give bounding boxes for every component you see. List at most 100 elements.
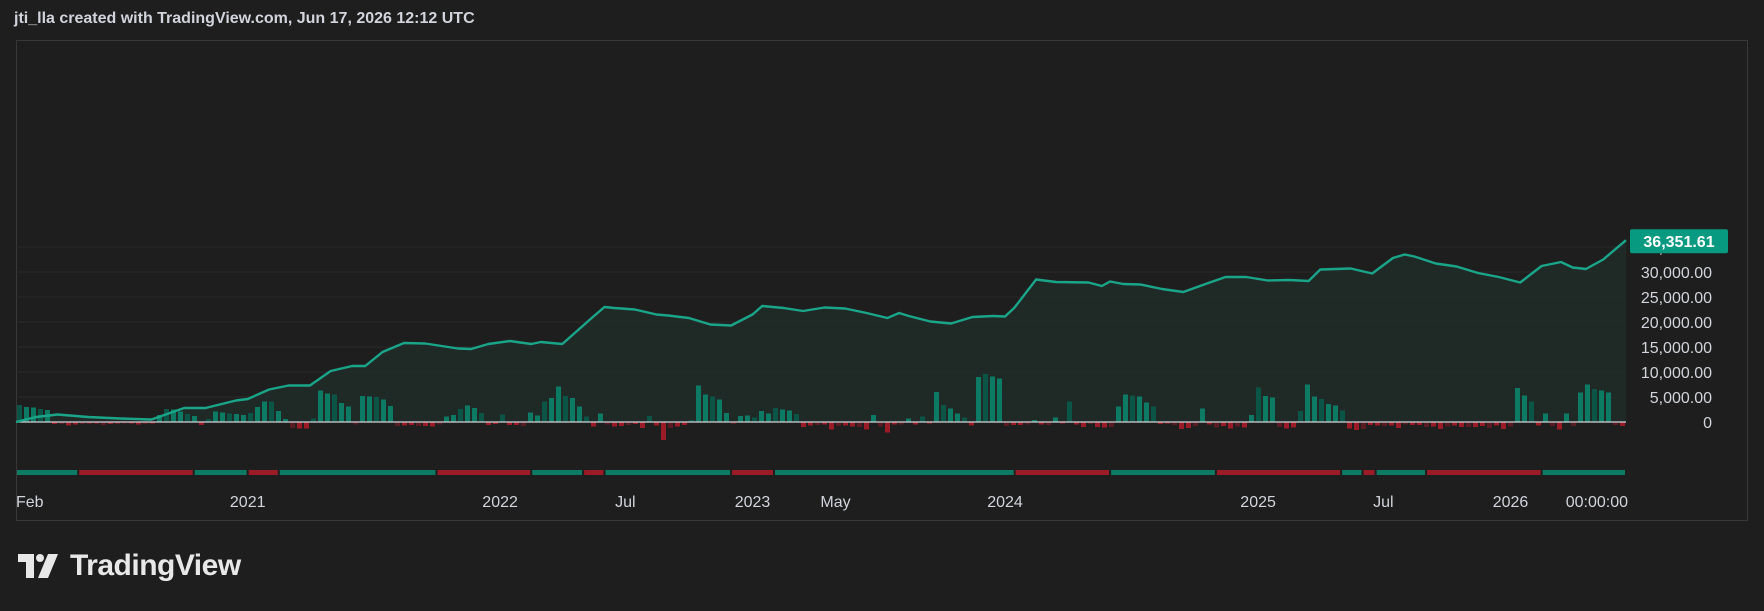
histogram-bar (66, 422, 71, 426)
histogram-bar (983, 374, 988, 422)
histogram-bar (857, 422, 862, 427)
histogram-bar (1081, 422, 1086, 427)
histogram-bar (80, 422, 85, 424)
histogram-bar (1291, 422, 1296, 428)
histogram-bar (1046, 422, 1051, 425)
histogram-bar (1242, 422, 1247, 428)
histogram-bar (661, 422, 666, 440)
histogram-bar (374, 397, 379, 422)
histogram-bar (255, 407, 260, 422)
histogram-bar (941, 405, 946, 422)
histogram-bar (1340, 410, 1345, 422)
histogram-bar (87, 422, 92, 424)
histogram-bar (1368, 422, 1373, 425)
histogram-bar (1459, 422, 1464, 427)
histogram-bar (612, 422, 617, 427)
histogram-bar (647, 416, 652, 422)
x-tick-label: Jul (1373, 494, 1393, 511)
histogram-bar (584, 416, 589, 422)
histogram-bar (199, 422, 204, 425)
histogram-bar (1571, 422, 1576, 426)
histogram-bar (682, 422, 687, 425)
histogram-bar (1354, 422, 1359, 430)
histogram-bar (94, 422, 99, 424)
last-price-label: 36,351.61 (1643, 234, 1714, 251)
x-tick-label: 2025 (1240, 494, 1276, 511)
histogram-bar (1200, 408, 1205, 422)
histogram-bar (1382, 422, 1387, 426)
regime-segment (1015, 470, 1109, 475)
histogram-bar (766, 413, 771, 422)
histogram-bar (318, 390, 323, 422)
regime-segment (584, 470, 604, 475)
histogram-bar (871, 415, 876, 422)
histogram-bar (1305, 384, 1310, 422)
regime-segment (279, 470, 436, 475)
regime-segment (1376, 470, 1426, 475)
histogram-bar (542, 401, 547, 422)
histogram-bar (752, 417, 757, 422)
histogram-bar (1389, 422, 1394, 426)
histogram-bar (1102, 422, 1107, 428)
histogram-bar (1361, 422, 1366, 429)
histogram-bar (458, 409, 463, 422)
histogram-bar (948, 408, 953, 422)
histogram-bar (465, 405, 470, 422)
histogram-bar (192, 416, 197, 422)
histogram-bar (1473, 422, 1478, 427)
histogram-bar (486, 422, 491, 425)
histogram-bar (514, 422, 519, 425)
histogram-bar (1144, 402, 1149, 422)
y-tick-label: 25,000.00 (1641, 290, 1712, 307)
histogram-bar (1053, 417, 1058, 422)
tradingview-wordmark: TradingView (70, 549, 241, 582)
histogram-bar (24, 407, 29, 422)
histogram-bar (1606, 392, 1611, 422)
histogram-bar (528, 412, 533, 422)
histogram-bar (1466, 422, 1471, 427)
histogram-bar (1123, 394, 1128, 422)
histogram-bar (1550, 422, 1555, 426)
histogram-bar (570, 398, 575, 422)
histogram-bar (955, 413, 960, 422)
histogram-bar (759, 411, 764, 422)
histogram-bar (1557, 422, 1562, 430)
y-tick-label: 30,000.00 (1641, 265, 1712, 282)
histogram-bar (934, 392, 939, 422)
histogram-bar (479, 413, 484, 422)
histogram-bar (1172, 422, 1177, 425)
histogram-bar (1543, 413, 1548, 422)
histogram-bar (689, 420, 694, 422)
histogram-bar (52, 422, 57, 424)
price-line (15, 239, 1627, 424)
regime-segment (605, 470, 731, 475)
histogram-bar (1179, 422, 1184, 429)
histogram-bar (892, 422, 897, 425)
histogram-bar (1277, 422, 1282, 427)
histogram-bar (507, 422, 512, 425)
histogram-bar (108, 422, 113, 424)
histogram-bar (962, 417, 967, 422)
regime-segment (1216, 470, 1341, 475)
histogram-bar (1620, 422, 1625, 426)
x-tick-label: May (820, 494, 850, 511)
histogram-bar (864, 422, 869, 430)
regime-segment (1342, 470, 1362, 475)
regime-segment (775, 470, 1014, 475)
histogram-bar (969, 422, 974, 426)
histogram-bar (1375, 422, 1380, 426)
histogram-bar (1221, 422, 1226, 426)
histogram-bar (1326, 404, 1331, 422)
histogram-bar (1011, 422, 1016, 425)
histogram-bar (829, 422, 834, 430)
histogram-bar (136, 422, 141, 425)
regime-segment (248, 470, 278, 475)
regime-segment (732, 470, 773, 475)
histogram-bar (1494, 422, 1499, 426)
histogram-bar (409, 422, 414, 425)
histogram-bar (185, 414, 190, 422)
histogram-bar (276, 411, 281, 422)
histogram-bar (1564, 413, 1569, 422)
histogram-bar (1137, 396, 1142, 422)
